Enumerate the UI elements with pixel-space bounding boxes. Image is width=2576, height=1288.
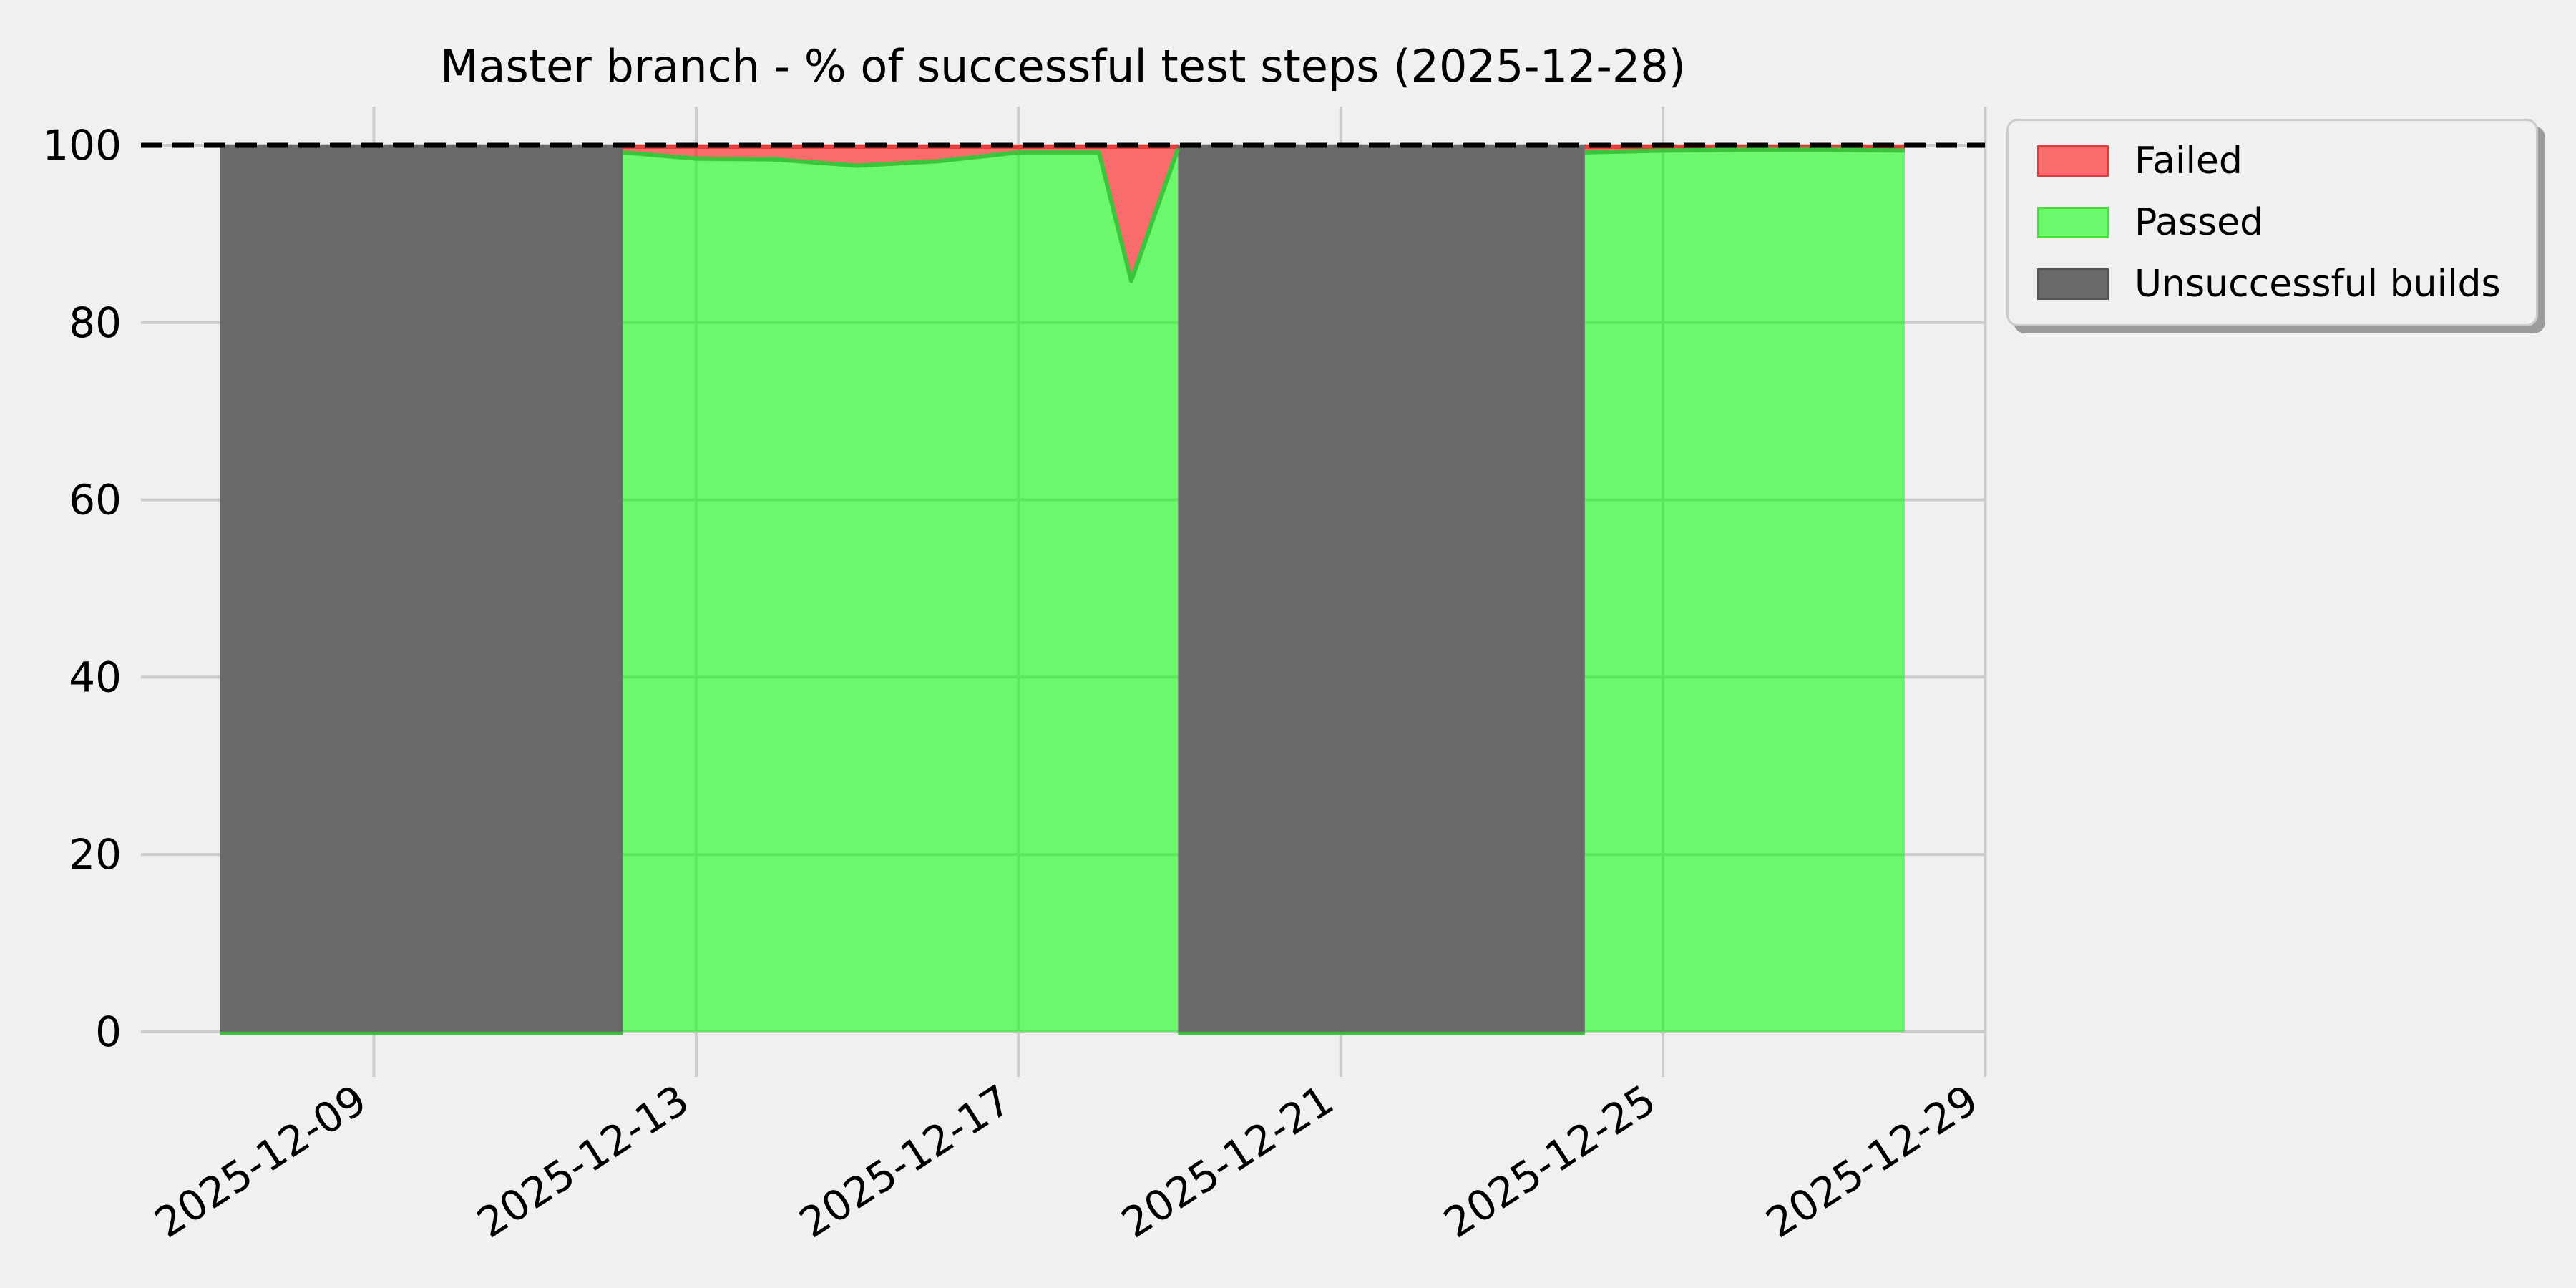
- x-tick-label: 2025-12-21: [1113, 1075, 1342, 1248]
- y-tick-label: 0: [95, 1008, 122, 1056]
- y-tick-label: 80: [69, 298, 122, 347]
- legend-label-passed: Passed: [2135, 201, 2264, 244]
- chart-title: Master branch - % of successful test ste…: [440, 40, 1686, 92]
- passed-line: [1584, 147, 1905, 155]
- x-tick-label: 2025-12-25: [1435, 1075, 1664, 1248]
- legend-item-passed: Passed: [2037, 201, 2507, 244]
- y-tick-label: 40: [69, 653, 122, 701]
- legend-item-unsuccessful: Unsuccessful builds: [2037, 263, 2507, 306]
- x-tick-label: 2025-12-13: [469, 1075, 698, 1248]
- area-unsuccessful: [220, 145, 623, 1032]
- x-tick-label: 2025-12-17: [791, 1075, 1020, 1248]
- area-unsuccessful: [1178, 145, 1585, 1032]
- unsuccessful-builds-swatch-icon: [2037, 268, 2109, 300]
- passed-line: [623, 147, 1181, 283]
- legend-label-unsuccessful: Unsuccessful builds: [2135, 263, 2501, 306]
- y-tick-label: 60: [69, 476, 122, 525]
- legend-item-failed: Failed: [2037, 140, 2507, 182]
- area-passed: [623, 148, 1179, 1032]
- legend-label-failed: Failed: [2135, 140, 2243, 182]
- area-passed: [1584, 150, 1905, 1032]
- x-tick-label: 2025-12-09: [146, 1075, 375, 1248]
- legend-box: Failed Passed Unsuccessful builds: [2006, 119, 2538, 326]
- y-tick-label: 20: [69, 830, 122, 879]
- x-tick-label: 2025-12-29: [1757, 1075, 1986, 1248]
- y-tick-label: 100: [42, 121, 122, 170]
- area-failed: [623, 145, 1179, 281]
- passed-swatch-icon: [2037, 207, 2109, 238]
- failed-swatch-icon: [2037, 145, 2109, 177]
